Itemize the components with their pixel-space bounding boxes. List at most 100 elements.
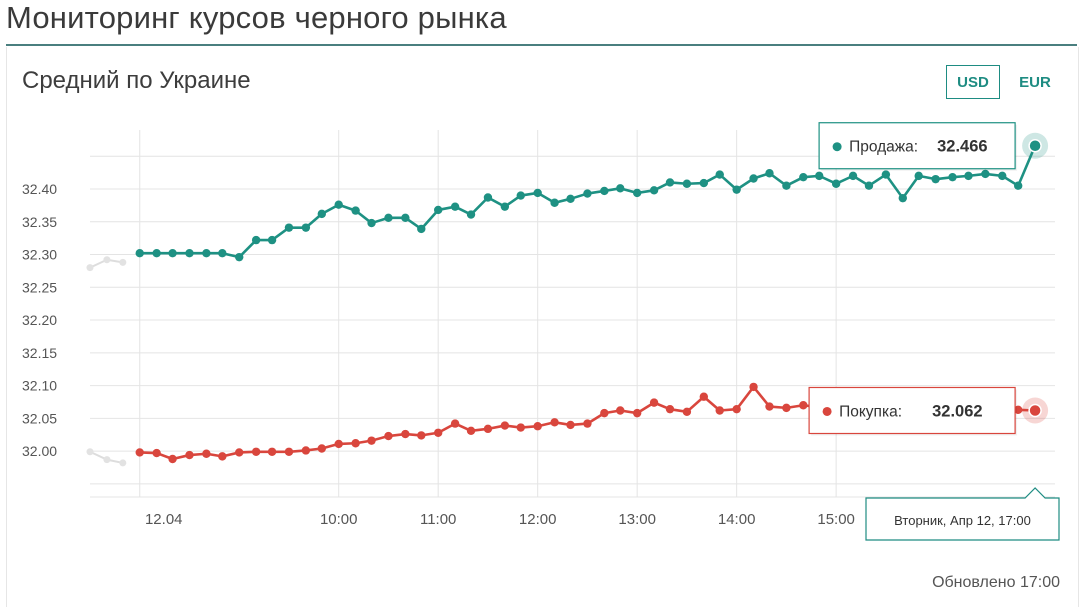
y-tick-label: 32.30 <box>22 247 57 263</box>
title-divider <box>6 44 1077 46</box>
y-tick-label: 32.00 <box>22 443 57 459</box>
buy-data-point <box>168 454 177 464</box>
x-tick-label: 12:00 <box>519 511 557 528</box>
sell-data-point <box>550 198 559 207</box>
currency-tab-eur[interactable]: EUR <box>1019 73 1051 91</box>
page-title: Мониторинг курсов черного рынка <box>6 0 507 35</box>
buy-data-point <box>218 452 227 461</box>
sell-data-point <box>799 172 808 182</box>
buy-tooltip-label: Покупка: <box>839 403 902 420</box>
buy-data-point <box>782 403 791 413</box>
buy-data-point <box>417 431 426 440</box>
buy-tooltip-value: 32.062 <box>932 402 982 420</box>
sell-prev-point <box>86 264 94 272</box>
sell-data-point <box>351 206 360 215</box>
sell-data-point <box>931 174 940 184</box>
buy-data-point <box>152 448 161 458</box>
y-tick-label: 32.35 <box>22 214 57 230</box>
sell-data-point <box>831 179 841 188</box>
y-tick-label: 32.10 <box>22 378 57 394</box>
tooltip-layer: Продажа: 32.466 Покупка: 32.062 Вторник, Апр… <box>808 122 1060 541</box>
sell-data-point <box>1013 181 1023 190</box>
crosshair-tooltip-box <box>865 487 1060 541</box>
sell-data-point <box>632 188 642 198</box>
sell-data-point <box>466 210 476 219</box>
buy-data-point <box>185 450 194 460</box>
sell-prev-point <box>119 258 127 266</box>
buy-data-point <box>334 439 343 449</box>
sell-data-point <box>152 249 161 258</box>
sell-tooltip-marker <box>832 142 842 152</box>
buy-data-point <box>533 422 542 431</box>
sell-data-point <box>483 193 493 202</box>
sell-data-point <box>251 235 261 245</box>
sell-data-point <box>616 184 625 193</box>
sell-data-point <box>384 213 393 223</box>
buy-data-point <box>135 448 144 457</box>
buy-data-point <box>1013 405 1023 415</box>
buy-tooltip-marker <box>822 406 832 416</box>
buy-data-point <box>765 402 774 411</box>
buy-data-point <box>699 392 709 401</box>
sell-data-point <box>583 189 592 198</box>
chart-card-title: Средний по Украине <box>22 67 251 94</box>
buy-data-point <box>367 436 376 445</box>
sell-prev-point <box>103 256 111 264</box>
buy-data-point <box>616 406 625 415</box>
sell-data-point <box>218 249 227 258</box>
buy-data-point <box>433 428 443 437</box>
buy-data-point <box>317 444 326 453</box>
x-tick-label: 15:00 <box>817 511 855 528</box>
sell-data-point <box>235 252 244 262</box>
sell-data-point <box>334 200 343 209</box>
sell-tooltip-value: 32.466 <box>937 138 987 156</box>
buy-prev-point <box>86 448 94 456</box>
buy-data-point <box>583 419 592 428</box>
x-tick-label: 10:00 <box>320 511 358 528</box>
buy-data-point <box>267 447 277 456</box>
sell-data-point <box>267 235 277 245</box>
buy-data-point <box>351 439 360 448</box>
x-axis-labels: 12.04 10:00 11:00 12:00 13:00 14:00 15:00 <box>145 511 855 528</box>
buy-data-point <box>284 447 294 456</box>
sell-data-point <box>715 170 724 179</box>
sell-data-point <box>401 213 410 223</box>
currency-tab-usd[interactable]: USD <box>946 65 1000 99</box>
buy-data-point <box>799 401 808 410</box>
sell-data-point <box>433 205 443 215</box>
y-tick-label: 32.20 <box>22 312 57 328</box>
buy-data-point <box>682 407 692 417</box>
buy-data-point <box>600 408 609 418</box>
sell-data-point <box>732 185 741 194</box>
y-tick-label: 32.05 <box>22 410 57 426</box>
buy-hover-point <box>1028 403 1042 418</box>
x-tick-label: 13:00 <box>618 511 656 528</box>
buy-data-point <box>566 420 575 430</box>
sell-data-point <box>964 171 973 181</box>
buy-data-point <box>483 424 493 434</box>
x-tick-label: 11:00 <box>420 511 456 528</box>
buy-data-point <box>749 382 758 392</box>
buy-data-point <box>466 426 476 436</box>
buy-prev-point <box>119 459 127 467</box>
x-tick-label: 14:00 <box>718 511 756 528</box>
sell-data-point <box>815 171 824 181</box>
sell-data-point <box>450 202 460 211</box>
sell-data-point <box>914 171 923 181</box>
buy-prev-point <box>103 456 111 464</box>
buy-data-point <box>450 419 460 428</box>
buy-data-point <box>665 404 675 414</box>
sell-data-point <box>848 171 858 181</box>
sell-data-point <box>202 249 211 258</box>
sell-data-point <box>367 218 376 228</box>
y-tick-label: 32.15 <box>22 345 57 361</box>
sell-data-point <box>864 181 874 190</box>
buy-data-point <box>235 448 244 457</box>
sell-data-point <box>135 249 144 258</box>
sell-data-point <box>417 224 426 234</box>
buy-data-point <box>715 406 724 415</box>
sell-data-point <box>317 209 326 219</box>
grid-layer <box>90 130 1055 498</box>
crosshair-tooltip-label: Вторник, Апр 12, 17:00 <box>894 513 1031 528</box>
